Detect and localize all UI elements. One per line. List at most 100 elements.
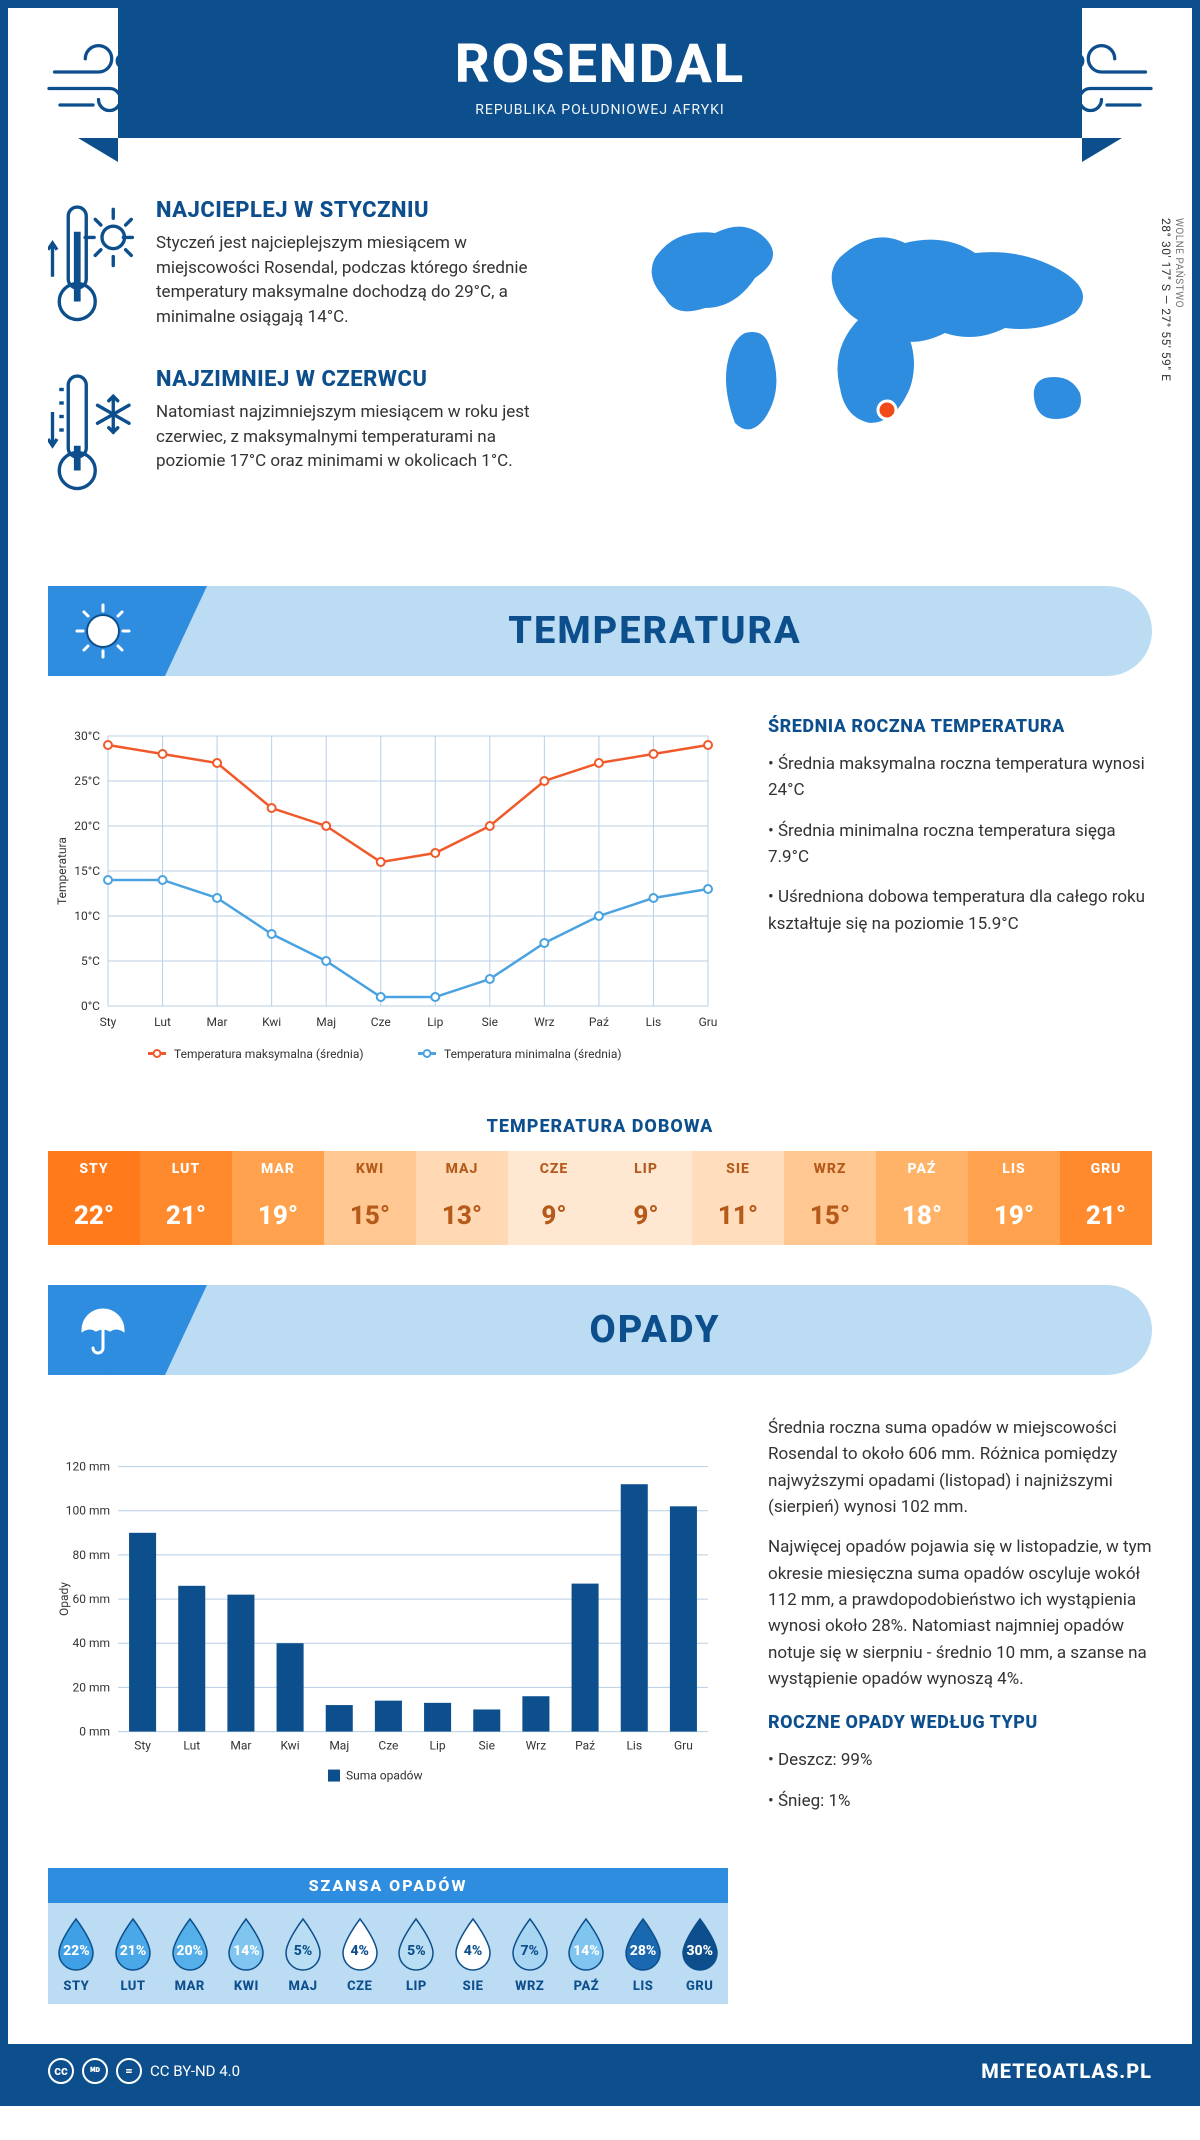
svg-text:Paź: Paź: [589, 1015, 609, 1029]
precip-chance-title: SZANSA OPADÓW: [48, 1868, 728, 1903]
svg-text:Lip: Lip: [430, 1739, 446, 1753]
chance-drop: 7%WRZ: [501, 1917, 558, 1994]
nd-icon: =: [116, 2058, 142, 2084]
cc-icon: cc: [48, 2058, 74, 2084]
svg-text:80 mm: 80 mm: [72, 1548, 110, 1562]
svg-text:5°C: 5°C: [81, 954, 100, 968]
annual-temp-bullet: • Średnia minimalna roczna temperatura s…: [768, 818, 1152, 871]
daily-temp-cell: LIS19°: [968, 1151, 1060, 1245]
svg-text:0 mm: 0 mm: [79, 1725, 110, 1739]
thermometer-cold-icon: [48, 367, 138, 502]
coordinates-label: WOLNE PAŃSTWO 28° 30' 17" S — 27° 55' 59…: [1159, 218, 1184, 381]
location-title: ROSENDAL: [455, 33, 745, 96]
daily-temperature-table: STY22°LUT21°MAR19°KWI15°MAJ13°CZE9°LIP9°…: [48, 1151, 1152, 1245]
precip-type-bullet: • Deszcz: 99%: [768, 1747, 1152, 1773]
svg-text:Paź: Paź: [575, 1739, 595, 1753]
chance-drop: 14%PAŹ: [558, 1917, 615, 1994]
svg-text:100 mm: 100 mm: [66, 1504, 110, 1518]
chance-drop: 5%MAJ: [275, 1917, 332, 1994]
chance-drop: 14%KWI: [218, 1917, 275, 1994]
daily-temp-cell: GRU21°: [1060, 1151, 1152, 1245]
svg-text:Maj: Maj: [329, 1739, 349, 1753]
svg-text:20 mm: 20 mm: [72, 1680, 110, 1694]
temperature-line-chart: 0°C 5°C 10°C 15°C 20°C 25°C 30°C Sty Lut Mar Kwi Ma…: [48, 716, 728, 1076]
svg-text:Suma opadów: Suma opadów: [346, 1769, 423, 1783]
svg-text:Temperatura maksymalna (średni: Temperatura maksymalna (średnia): [174, 1047, 364, 1061]
svg-text:Opady: Opady: [57, 1582, 71, 1616]
svg-text:Wrz: Wrz: [534, 1015, 555, 1029]
daily-temp-cell: LUT21°: [140, 1151, 232, 1245]
chance-drop: 20%MAR: [161, 1917, 218, 1994]
chance-drop: 21%LUT: [105, 1917, 162, 1994]
svg-text:Mar: Mar: [207, 1015, 228, 1029]
chance-drop: 30%GRU: [671, 1917, 728, 1994]
chance-drop: 22%STY: [48, 1917, 105, 1994]
daily-temp-cell: MAJ13°: [416, 1151, 508, 1245]
svg-text:Cze: Cze: [371, 1015, 391, 1029]
temperature-heading: TEMPERATURA: [158, 609, 1152, 653]
svg-text:40 mm: 40 mm: [72, 1636, 110, 1650]
daily-temp-title: TEMPERATURA DOBOWA: [8, 1116, 1192, 1137]
page-footer: cc 🅫 = CC BY-ND 4.0 METEOATLAS.PL: [8, 2044, 1192, 2098]
svg-text:10°C: 10°C: [74, 909, 100, 923]
daily-temp-cell: WRZ15°: [784, 1151, 876, 1245]
annual-temp-bullet: • Średnia maksymalna roczna temperatura …: [768, 751, 1152, 804]
precipitation-section-header: OPADY: [48, 1285, 1152, 1375]
svg-text:Sty: Sty: [134, 1739, 151, 1753]
warmest-month-block: NAJCIEPLEJ W STYCZNIU Styczeń jest najci…: [48, 198, 568, 337]
svg-text:30°C: 30°C: [74, 729, 100, 743]
coldest-title: NAJZIMNIEJ W CZERWCU: [156, 367, 568, 392]
svg-text:Wrz: Wrz: [526, 1739, 547, 1753]
chance-drop: 28%LIS: [615, 1917, 672, 1994]
page-title-block: ROSENDAL REPUBLIKA POŁUDNIOWEJ AFRYKI: [455, 8, 745, 118]
svg-text:Lut: Lut: [154, 1015, 171, 1029]
warmest-title: NAJCIEPLEJ W STYCZNIU: [156, 198, 568, 223]
svg-text:Temperatura: Temperatura: [55, 837, 69, 905]
location-marker: [878, 401, 896, 419]
location-subtitle: REPUBLIKA POŁUDNIOWEJ AFRYKI: [455, 102, 745, 118]
svg-text:Mar: Mar: [230, 1739, 251, 1753]
temperature-section-header: TEMPERATURA: [48, 586, 1152, 676]
daily-temp-cell: MAR19°: [232, 1151, 324, 1245]
svg-text:Lut: Lut: [183, 1739, 200, 1753]
precip-summary: Średnia roczna suma opadów w miejscowośc…: [768, 1415, 1152, 1828]
wind-icon-right: [1052, 28, 1162, 138]
svg-text:60 mm: 60 mm: [72, 1592, 110, 1606]
svg-text:Sie: Sie: [482, 1015, 498, 1029]
svg-text:Temperatura minimalna (średnia: Temperatura minimalna (średnia): [444, 1047, 622, 1061]
license-text: CC BY-ND 4.0: [150, 2062, 240, 2080]
daily-temp-cell: PAŹ18°: [876, 1151, 968, 1245]
chance-drop: 5%LIP: [388, 1917, 445, 1994]
chance-drop: 4%CZE: [331, 1917, 388, 1994]
precip-type-bullet: • Śnieg: 1%: [768, 1788, 1152, 1814]
svg-text:Cze: Cze: [378, 1739, 398, 1753]
precipitation-heading: OPADY: [158, 1308, 1152, 1352]
svg-text:25°C: 25°C: [74, 774, 100, 788]
svg-text:120 mm: 120 mm: [66, 1460, 110, 1474]
umbrella-icon: [73, 1300, 133, 1360]
chance-drop: 4%SIE: [445, 1917, 502, 1994]
world-map: WOLNE PAŃSTWO 28° 30' 17" S — 27° 55' 59…: [598, 198, 1152, 462]
coldest-month-block: NAJZIMNIEJ W CZERWCU Natomiast najzimnie…: [48, 367, 568, 506]
svg-text:20°C: 20°C: [74, 819, 100, 833]
thermometer-hot-icon: [48, 198, 138, 333]
svg-text:Kwi: Kwi: [262, 1015, 281, 1029]
warmest-text: Styczeń jest najcieplejszym miesiącem w …: [156, 231, 568, 330]
svg-text:Gru: Gru: [674, 1739, 693, 1753]
coldest-text: Natomiast najzimniejszym miesiącem w rok…: [156, 400, 568, 474]
svg-text:Lis: Lis: [626, 1739, 642, 1753]
svg-text:Gru: Gru: [699, 1015, 718, 1029]
svg-text:Sie: Sie: [479, 1739, 495, 1753]
svg-text:15°C: 15°C: [74, 864, 100, 878]
svg-text:0°C: 0°C: [81, 999, 100, 1013]
annual-temp-summary: ŚREDNIA ROCZNA TEMPERATURA • Średnia mak…: [768, 716, 1152, 1076]
svg-text:Kwi: Kwi: [281, 1739, 300, 1753]
daily-temp-cell: LIP9°: [600, 1151, 692, 1245]
daily-temp-cell: CZE9°: [508, 1151, 600, 1245]
svg-text:Maj: Maj: [316, 1015, 336, 1029]
by-icon: 🅫: [82, 2058, 108, 2084]
brand-name: METEOATLAS.PL: [981, 2059, 1152, 2083]
daily-temp-cell: STY22°: [48, 1151, 140, 1245]
svg-text:Sty: Sty: [100, 1015, 117, 1029]
sun-icon: [73, 601, 133, 661]
